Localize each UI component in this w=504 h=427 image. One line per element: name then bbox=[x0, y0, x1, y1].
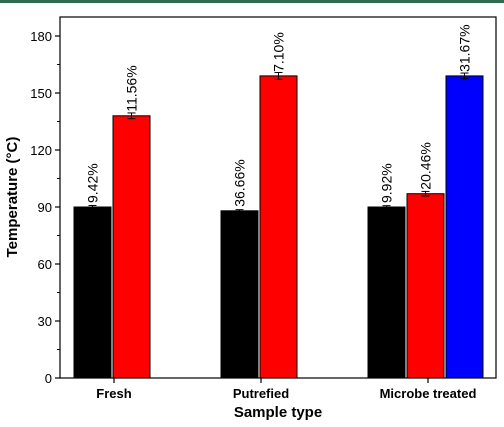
bar bbox=[445, 75, 484, 379]
bar bbox=[112, 115, 151, 379]
x-tick-label: Fresh bbox=[96, 386, 131, 401]
y-tick-label: 90 bbox=[38, 200, 52, 215]
bar-value-label: 20.46% bbox=[418, 142, 434, 189]
bar bbox=[73, 206, 112, 379]
bar-value-label: 9.92% bbox=[379, 163, 395, 203]
y-tick-label: 0 bbox=[45, 371, 52, 386]
bar bbox=[406, 193, 445, 379]
y-tick-label: 120 bbox=[30, 143, 52, 158]
x-tick-label: Microbe treated bbox=[380, 386, 477, 401]
x-axis-ticks: Fresh Putrefied Microbe treated bbox=[96, 378, 476, 401]
x-tick-label: Putrefied bbox=[233, 386, 289, 401]
x-axis-title: Sample type bbox=[234, 404, 322, 421]
top-rule bbox=[0, 0, 504, 3]
bars-group: 9.42% 11.56% 36.66% 7.10% 9.92% 20.46% 31.67% bbox=[73, 24, 484, 379]
bar-value-label: 9.42% bbox=[85, 163, 101, 203]
y-tick-label: 150 bbox=[30, 86, 52, 101]
bar-value-label: 7.10% bbox=[271, 32, 287, 72]
bar-value-label: 31.67% bbox=[457, 24, 473, 71]
y-axis-title: Temperature (°C) bbox=[4, 137, 21, 258]
bar-value-label: 11.56% bbox=[124, 65, 140, 111]
y-axis-ticks: 0 30 60 90 120 150 180 bbox=[30, 29, 60, 386]
y-tick-label: 30 bbox=[38, 314, 52, 329]
bar bbox=[259, 75, 298, 379]
bar bbox=[367, 206, 406, 379]
y-tick-label: 60 bbox=[38, 257, 52, 272]
y-tick-label: 180 bbox=[30, 29, 52, 44]
bar bbox=[220, 210, 259, 379]
bar-value-label: 36.66% bbox=[232, 159, 248, 206]
